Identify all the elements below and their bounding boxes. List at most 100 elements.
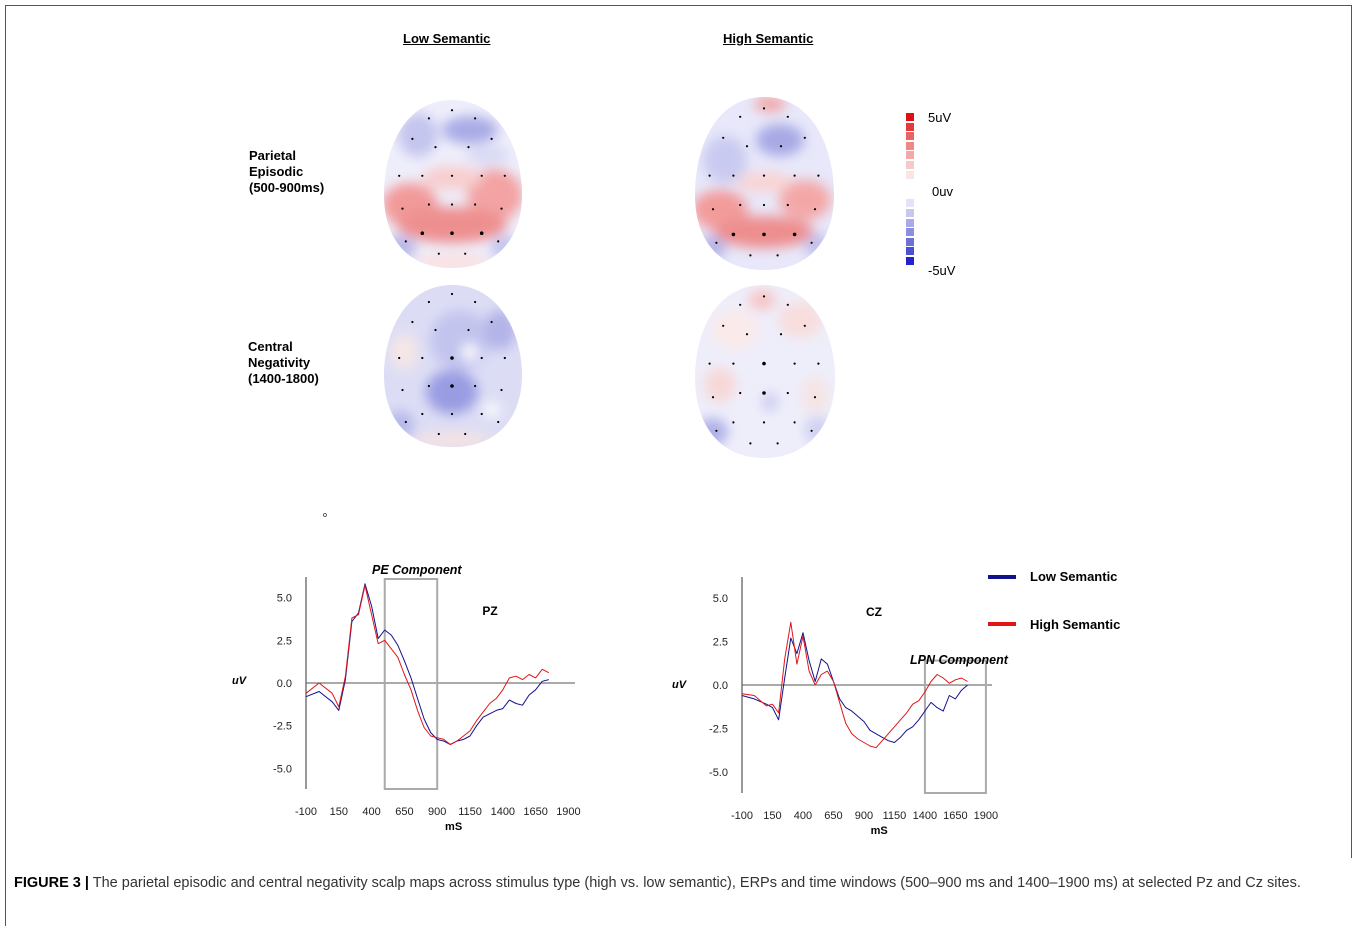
x-tick-label: 1900 xyxy=(974,810,998,822)
x-tick-label: 1400 xyxy=(913,810,937,822)
scale-label-top: 5uV xyxy=(928,110,952,125)
scalp-map-central-low xyxy=(384,285,522,447)
electrode-dot xyxy=(398,174,401,177)
color-scale-cell xyxy=(906,237,914,246)
color-scale-cell xyxy=(906,209,914,217)
erp-chart-pz: 5.0 2.5 0.0 -2.5 -5.0 -100 150 400 650 900 1150 140… xyxy=(232,563,581,833)
electrode-dot xyxy=(427,117,430,120)
electrode-dot xyxy=(497,240,500,243)
electrode-dot xyxy=(450,203,454,206)
scalp-map-central-high xyxy=(695,285,835,458)
electrode-dot xyxy=(450,412,454,416)
y-tick-label: 5.0 xyxy=(277,593,292,605)
electrode-dot xyxy=(467,328,470,332)
electrode-dot xyxy=(793,362,796,365)
electrode-dot xyxy=(745,145,749,148)
y-tick-label: -5.0 xyxy=(709,767,728,779)
electrode-dot xyxy=(450,292,454,296)
component-window xyxy=(383,578,439,790)
legend-label-high-semantic: High Semantic xyxy=(1030,617,1121,632)
electrode-dot xyxy=(739,203,742,207)
electrode-dot xyxy=(722,324,725,327)
electrode-dot xyxy=(474,384,477,388)
electrode-dot xyxy=(813,208,817,211)
x-tick-label: 400 xyxy=(362,806,380,818)
electrode-dot xyxy=(450,231,454,235)
electrode-dot xyxy=(434,328,437,332)
electrode-dot xyxy=(762,391,766,395)
electrode-dot xyxy=(792,232,797,237)
x-tick-label: 1150 xyxy=(458,806,482,818)
column-heading-low-semantic: Low Semantic xyxy=(403,31,491,46)
erp-series-line-high-semantic xyxy=(741,621,968,749)
electrode-dot xyxy=(779,333,783,336)
component-window xyxy=(923,659,987,794)
electrode-dot xyxy=(401,207,404,210)
electrode-dot xyxy=(762,174,766,177)
electrode-dot xyxy=(711,208,715,211)
color-scale-cell xyxy=(906,113,914,121)
electrode-dot xyxy=(786,115,789,118)
electrode-dot xyxy=(490,320,493,324)
electrode-dot xyxy=(762,107,766,110)
electrode-dot xyxy=(480,356,483,360)
caption-text: The parietal episodic and central negati… xyxy=(92,875,1301,891)
scalp-map-parietal-high xyxy=(695,97,834,270)
x-tick-label: -100 xyxy=(295,806,317,818)
electrode-dot xyxy=(786,303,789,306)
electrode-dot xyxy=(722,136,725,139)
electrode-dot xyxy=(749,254,752,257)
electrode-dot xyxy=(745,333,749,336)
electrode-dot xyxy=(711,396,715,399)
electrode-dot xyxy=(732,421,735,424)
electrode-dot xyxy=(803,324,806,327)
electrode-dot xyxy=(817,362,820,365)
scalp-maps xyxy=(384,97,835,458)
stray-mark: o xyxy=(323,512,327,519)
scalp-map-parietal-low xyxy=(384,100,522,268)
color-scale-cell xyxy=(906,180,914,189)
electrode-dot xyxy=(817,174,820,177)
color-scale-bar xyxy=(906,113,914,273)
site-label: CZ xyxy=(866,605,882,619)
x-tick-label: 150 xyxy=(330,806,348,818)
scale-label-bottom: -5uV xyxy=(928,263,956,278)
electrode-dot xyxy=(411,137,414,140)
legend-swatch-low-semantic xyxy=(988,575,1016,579)
electrode-dot xyxy=(474,203,477,206)
electrode-dot xyxy=(404,240,407,243)
electrode-dot xyxy=(427,384,430,388)
electrode-dot xyxy=(398,356,401,360)
component-annotation: PE Component xyxy=(372,563,462,577)
legend-swatch-high-semantic xyxy=(988,622,1016,626)
x-tick-label: -100 xyxy=(731,810,753,822)
electrode-dot xyxy=(762,203,766,207)
electrode-dot xyxy=(503,356,506,360)
figure-frame xyxy=(5,5,1352,858)
electrode-dot xyxy=(404,420,407,424)
electrode-dot xyxy=(401,388,404,392)
electrode-dot xyxy=(464,252,467,255)
electrode-dot xyxy=(776,442,779,445)
electrode-dot xyxy=(474,300,477,304)
electrode-dot xyxy=(427,203,430,206)
y-tick-label: 0.0 xyxy=(277,678,292,690)
color-scale-cell xyxy=(906,257,914,265)
x-tick-label: 1900 xyxy=(556,806,580,818)
electrode-dot xyxy=(803,136,806,139)
x-tick-label: 900 xyxy=(428,806,446,818)
electrode-dot xyxy=(739,391,742,395)
y-tick-label: 5.0 xyxy=(713,593,728,605)
x-tick-label: 650 xyxy=(395,806,413,818)
electrode-dot xyxy=(732,362,735,365)
erp-series-line-high-semantic xyxy=(305,585,550,745)
column-heading-high-semantic: High Semantic xyxy=(723,31,814,46)
color-scale-cell xyxy=(906,132,914,141)
component-annotation: LPN Component xyxy=(910,653,1009,667)
electrode-dot xyxy=(420,231,425,235)
color-scale-cell xyxy=(906,151,914,160)
erp-charts: 5.0 2.5 0.0 -2.5 -5.0 -100 150 400 650 900 1150 140… xyxy=(232,563,1009,837)
color-scale-cell xyxy=(906,122,914,131)
electrode-dot xyxy=(715,241,718,244)
y-tick-label: -5.0 xyxy=(273,763,292,775)
